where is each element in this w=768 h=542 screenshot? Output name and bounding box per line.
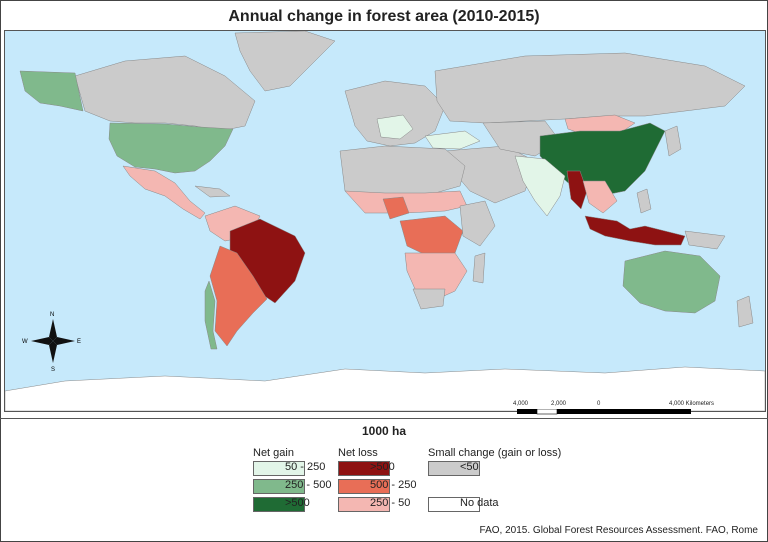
legend-label-small: <50: [460, 461, 479, 473]
compass-n: N: [50, 312, 54, 318]
region-russia: [434, 52, 746, 124]
region-japan: [664, 125, 682, 157]
region-north-africa: [339, 145, 466, 200]
compass-rose: N S E W: [22, 312, 81, 373]
legend-net-gain-title: Net gain: [253, 447, 294, 459]
region-caribbean: [194, 185, 231, 198]
region-central-europe: [376, 114, 414, 140]
legend-label-gain-low: 50 - 250: [285, 461, 326, 473]
scale-label-4000-left: 4,000: [513, 401, 529, 407]
legend-small-change-title: Small change (gain or loss): [428, 447, 562, 459]
region-australia: [622, 250, 721, 314]
region-myanmar: [566, 170, 588, 210]
legend-net-loss-title: Net loss: [338, 447, 378, 459]
legend-swatch-loss-low: [338, 497, 390, 512]
legend-label-loss-high: >500: [370, 461, 395, 473]
region-papua: [684, 230, 726, 250]
legend-label-loss-mid: 500 - 250: [370, 479, 417, 491]
legend-label-gain-high: >500: [285, 497, 310, 509]
scale-bar: 4,000 2,000 0 4,000 Kilometers: [513, 401, 763, 423]
legend-swatch-gain-low: [253, 461, 305, 476]
region-turkey: [424, 130, 481, 150]
scale-label-4000-right: 4,000 Kilometers: [669, 401, 715, 407]
legend-swatch-nodata: [428, 497, 480, 512]
region-madagascar: [472, 252, 486, 284]
map-title: Annual change in forest area (2010-2015): [228, 8, 540, 25]
world-map: N S E W: [4, 30, 766, 412]
legend-separator: [0, 418, 768, 419]
region-philippines: [636, 188, 652, 214]
region-antarctica: [5, 366, 765, 411]
region-canada: [74, 55, 256, 132]
scale-label-2000: 2,000: [551, 401, 567, 407]
scale-label-0: 0: [597, 401, 601, 407]
compass-w: W: [22, 339, 28, 345]
legend-label-gain-mid: 250 - 500: [285, 479, 332, 491]
region-usa: [108, 122, 234, 174]
region-west-south-america: [209, 245, 268, 347]
legend-swatch-loss-high: [338, 461, 390, 476]
region-nigeria: [382, 196, 410, 220]
legend-swatch-small: [428, 461, 480, 476]
legend-swatch-gain-high: [253, 497, 305, 512]
unit-label: 1000 ha: [361, 424, 407, 438]
compass-e: E: [77, 339, 81, 345]
legend-swatch-loss-mid: [338, 479, 390, 494]
region-central-africa: [399, 215, 464, 258]
legend-label-nodata: No data: [460, 497, 499, 509]
scale-bar-graphic: [517, 409, 691, 415]
compass-s: S: [51, 367, 55, 373]
region-alaska: [19, 70, 84, 112]
legend-swatch-gain-mid: [253, 479, 305, 494]
legend-label-loss-low: 250 - 50: [370, 497, 411, 509]
region-south-africa: [412, 288, 446, 310]
region-indonesia: [584, 215, 686, 246]
region-se-asia: [582, 180, 618, 214]
source-credit: FAO, 2015. Global Forest Resources Asses…: [479, 525, 758, 536]
region-greenland: [234, 31, 336, 92]
region-chile: [204, 280, 218, 350]
region-east-africa: [459, 200, 496, 247]
region-india: [514, 155, 566, 217]
region-new-zealand: [736, 295, 754, 328]
region-mexico: [122, 165, 206, 220]
region-europe: [344, 80, 446, 147]
map-svg: N S E W: [5, 31, 765, 411]
